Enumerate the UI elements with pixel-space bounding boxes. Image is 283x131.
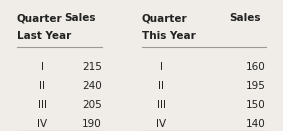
Text: 190: 190 bbox=[82, 119, 102, 129]
Text: 215: 215 bbox=[82, 62, 102, 72]
Text: 195: 195 bbox=[246, 81, 266, 91]
Text: Sales: Sales bbox=[229, 13, 260, 23]
Text: 160: 160 bbox=[246, 62, 266, 72]
Text: IV: IV bbox=[156, 119, 166, 129]
Text: I: I bbox=[160, 62, 163, 72]
Text: 150: 150 bbox=[246, 100, 266, 110]
Text: III: III bbox=[157, 100, 166, 110]
Text: 205: 205 bbox=[82, 100, 102, 110]
Text: 240: 240 bbox=[82, 81, 102, 91]
Text: Last Year: Last Year bbox=[17, 31, 71, 41]
Text: III: III bbox=[38, 100, 47, 110]
Text: IV: IV bbox=[37, 119, 48, 129]
Text: Sales: Sales bbox=[65, 13, 96, 23]
Text: Quarter: Quarter bbox=[142, 13, 187, 23]
Text: Quarter: Quarter bbox=[17, 13, 63, 23]
Text: This Year: This Year bbox=[142, 31, 195, 41]
Text: 140: 140 bbox=[246, 119, 266, 129]
Text: II: II bbox=[39, 81, 46, 91]
Text: II: II bbox=[158, 81, 164, 91]
Text: I: I bbox=[41, 62, 44, 72]
